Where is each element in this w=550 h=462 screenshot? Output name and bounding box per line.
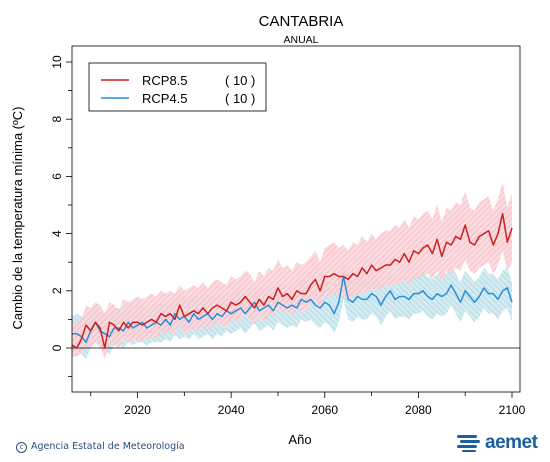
footer-credit: c Agencia Estatal de Meteorología xyxy=(16,441,185,453)
aemet-logo-icon xyxy=(457,435,480,452)
x-axis-label: Año xyxy=(288,432,311,447)
band-rcp85 xyxy=(72,182,512,360)
copyright-icon: c xyxy=(16,442,27,453)
aemet-logo: aemet xyxy=(456,432,538,454)
series-line-rcp85 xyxy=(72,212,513,349)
x-tick-label: 2020 xyxy=(124,403,151,417)
confidence-bands xyxy=(72,182,512,360)
plot-frame xyxy=(71,45,521,393)
x-axis: 2020 2040 2060 2080 2100 xyxy=(90,392,526,417)
legend-count-rcp85: ( 10 ) xyxy=(225,73,255,88)
legend-label-rcp45: RCP4.5 xyxy=(142,91,188,106)
x-tick-label: 2100 xyxy=(499,403,526,417)
y-axis-label: Cambio de la temperatura mínima (ºC) xyxy=(10,107,25,330)
footer-credit-text: Agencia Estatal de Meteorología xyxy=(31,441,185,452)
aemet-logo-text: aemet xyxy=(485,432,538,453)
series-lines xyxy=(72,212,513,349)
x-tick-label: 2060 xyxy=(311,403,338,417)
x-tick-label: 2040 xyxy=(218,403,245,417)
legend-box xyxy=(88,62,267,112)
chart-subtitle: ANUAL xyxy=(283,34,318,46)
legend-count-rcp45: ( 10 ) xyxy=(225,91,255,106)
y-axis: 0 2 4 6 8 10 xyxy=(50,55,72,378)
y-tick-label: 4 xyxy=(50,230,64,237)
y-tick-label: 2 xyxy=(50,287,64,294)
legend-label-rcp85: RCP8.5 xyxy=(142,73,188,88)
y-tick-label: 0 xyxy=(50,344,64,351)
y-tick-label: 8 xyxy=(50,116,64,123)
series-line-rcp45 xyxy=(72,275,513,344)
chart-title: CANTABRIA xyxy=(259,13,344,30)
x-tick-label: 2080 xyxy=(405,403,432,417)
y-tick-label: 6 xyxy=(50,173,64,180)
legend: RCP8.5 ( 10 ) RCP4.5 ( 10 ) xyxy=(88,62,267,112)
y-tick-label: 10 xyxy=(50,55,64,69)
